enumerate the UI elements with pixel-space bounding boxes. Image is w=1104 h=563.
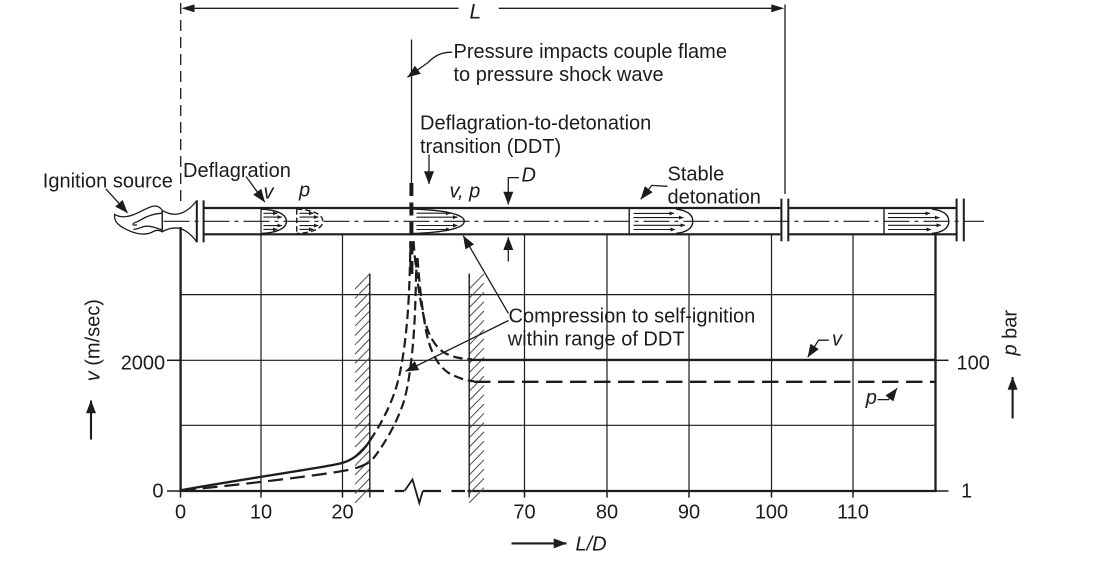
svg-text:v: v [832, 328, 843, 350]
svg-text:0: 0 [175, 501, 186, 523]
svg-text:10: 10 [250, 501, 272, 523]
svg-text:v: v [264, 181, 275, 203]
svg-text:100: 100 [957, 353, 990, 375]
svg-text:transition (DDT): transition (DDT) [420, 136, 561, 158]
svg-text:L/D: L/D [576, 533, 607, 555]
svg-text:p: p [298, 180, 310, 202]
svg-text:Stable: Stable [668, 164, 725, 186]
svg-text:Compression to self-ignition: Compression to self-ignition [509, 305, 756, 327]
svg-text:90: 90 [678, 501, 700, 523]
svg-text:within range of DDT: within range of DDT [507, 328, 685, 350]
svg-text:Pressure impacts couple flame: Pressure impacts couple flame [454, 41, 727, 63]
svg-text:Ignition source: Ignition source [43, 170, 173, 192]
svg-text:0: 0 [152, 480, 163, 502]
svg-text:2000: 2000 [121, 353, 166, 375]
svg-text:Deflagration: Deflagration [183, 160, 291, 182]
svg-text:L: L [470, 1, 482, 24]
svg-text:D: D [522, 165, 536, 187]
svg-text:20: 20 [331, 501, 353, 523]
svg-text:p: p [865, 387, 877, 409]
svg-text:80: 80 [596, 501, 618, 523]
svg-text:Deflagration-to-detonation: Deflagration-to-detonation [420, 112, 651, 134]
svg-text:1: 1 [961, 480, 972, 502]
svg-text:to pressure shock wave: to pressure shock wave [454, 64, 664, 86]
svg-text:v, p: v, p [450, 181, 481, 203]
svg-text:v (m/sec): v (m/sec) [82, 299, 104, 381]
svg-text:detonation: detonation [668, 187, 761, 209]
svg-text:p bar: p bar [1000, 310, 1022, 357]
svg-text:100: 100 [755, 501, 788, 523]
svg-text:70: 70 [513, 501, 535, 523]
svg-text:110: 110 [837, 501, 869, 523]
